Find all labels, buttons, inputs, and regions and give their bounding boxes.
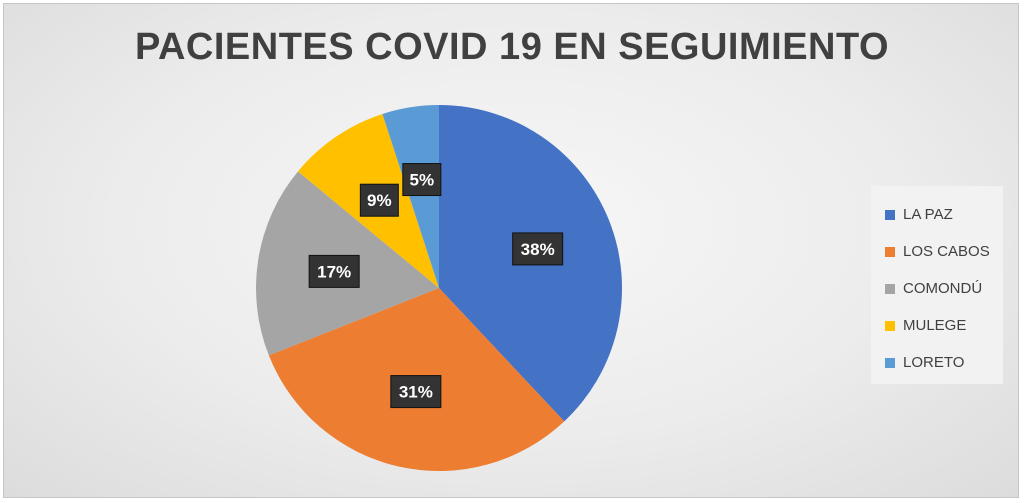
legend-label: LOS CABOS [903,243,990,260]
legend-label: MULEGE [903,317,967,334]
svg-text:38%: 38% [521,240,555,259]
chart-title: PACIENTES COVID 19 EN SEGUIMIENTO [134,26,890,68]
legend-label: LA PAZ [903,206,953,223]
pie-chart: 38% 31% 17% 9% 5% [255,105,622,471]
svg-text:31%: 31% [399,383,433,402]
legend-swatch [885,283,895,294]
data-label-comondu: 17% [308,254,360,288]
legend-item-loreto: LORETO [885,344,1003,381]
legend-swatch [885,320,895,331]
data-label-los-cabos: 31% [390,375,442,409]
chart-area: PACIENTES COVID 19 EN SEGUIMIENTO 38% 31%… [3,3,1019,498]
legend-label: LORETO [903,354,965,371]
legend-swatch [885,209,895,220]
data-label-la-paz: 38% [512,232,564,266]
svg-text:9%: 9% [367,191,392,210]
pie-slice-loreto [382,105,439,288]
legend-item-los-cabos: LOS CABOS [885,233,1003,270]
svg-text:17%: 17% [317,262,351,281]
legend-label: COMONDÚ [903,280,983,297]
data-label-mulege: 9% [359,183,399,217]
chart-legend: LA PAZ LOS CABOS COMONDÚ MULEGE LORETO [871,186,1003,384]
legend-swatch [885,246,895,257]
legend-item-la-paz: LA PAZ [885,196,1003,233]
data-label-loreto: 5% [402,163,442,197]
legend-swatch [885,357,895,368]
legend-item-comondu: COMONDÚ [885,270,1003,307]
svg-text:5%: 5% [410,171,435,190]
legend-item-mulege: MULEGE [885,307,1003,344]
